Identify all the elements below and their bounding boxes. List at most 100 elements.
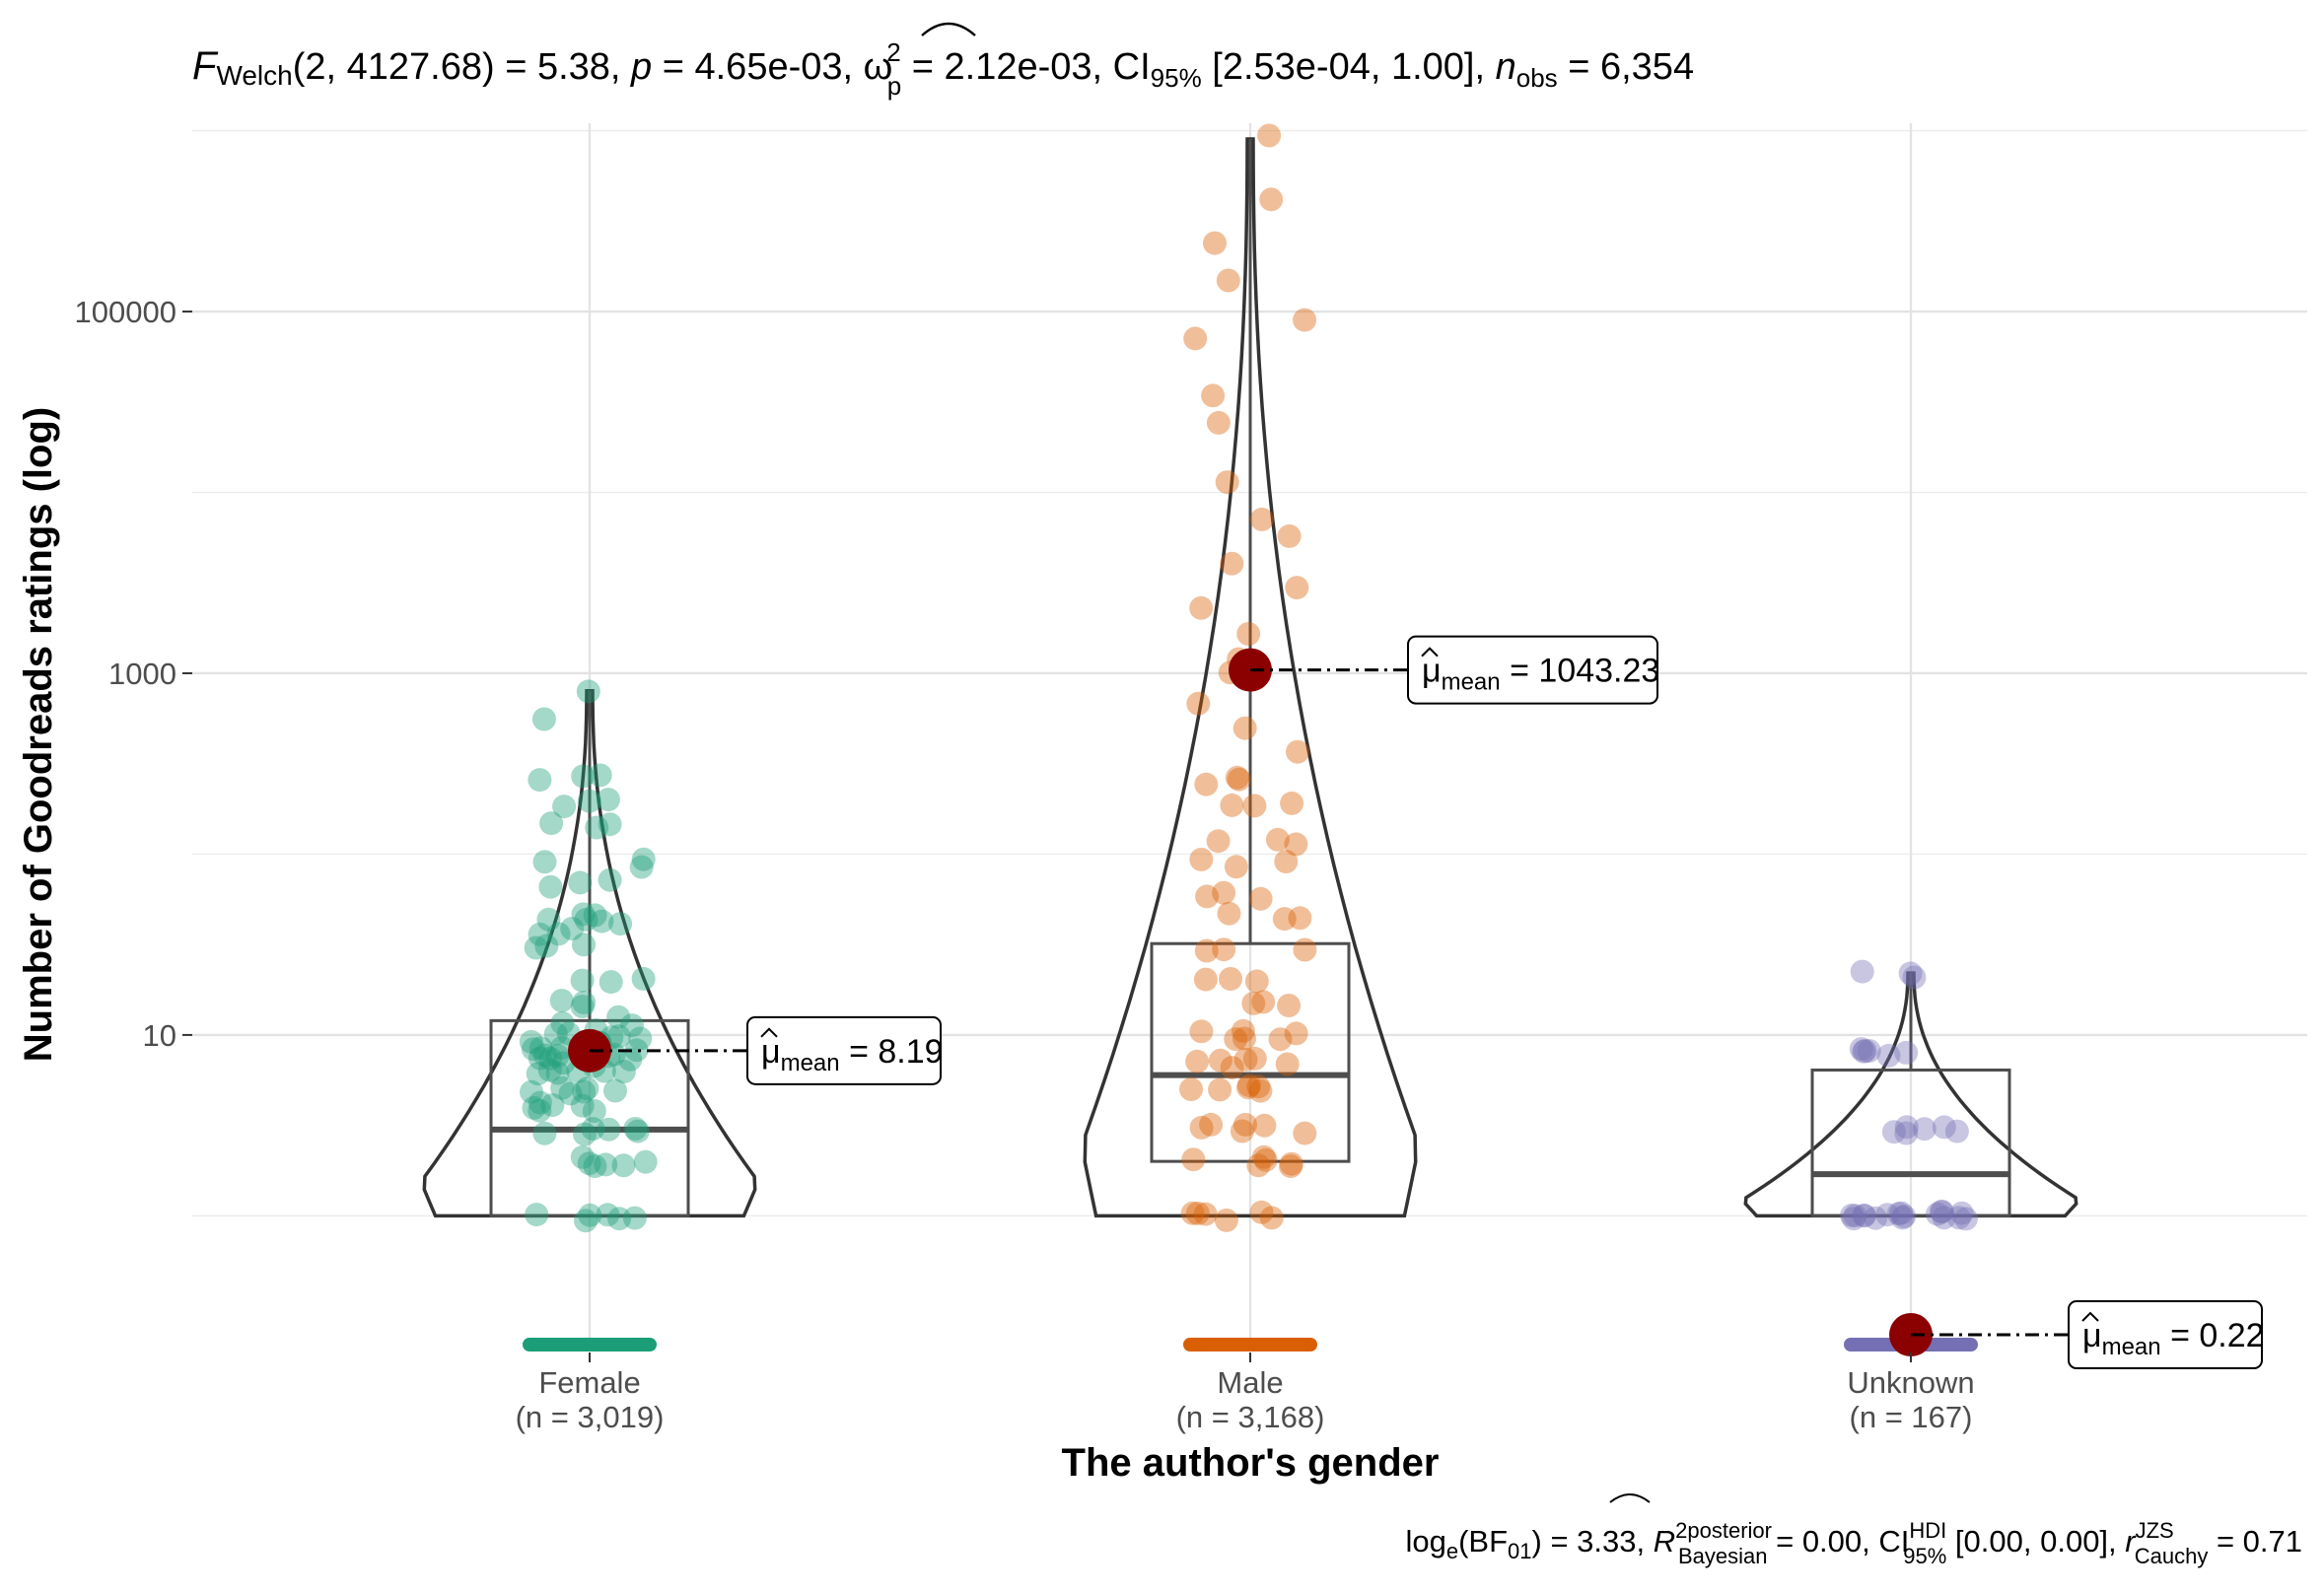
data-point xyxy=(1183,326,1208,351)
data-point xyxy=(1293,1121,1317,1145)
data-point xyxy=(528,1090,552,1115)
data-point xyxy=(539,811,564,836)
subtitle-n-val: = 6,354 xyxy=(1558,46,1694,88)
data-point xyxy=(533,1043,557,1068)
mean-label: μmean = 8.19 xyxy=(761,1033,944,1076)
data-point xyxy=(532,850,557,874)
data-point xyxy=(583,1154,607,1178)
data-point xyxy=(520,1079,543,1104)
data-point xyxy=(574,907,599,932)
subtitle-p-val: = 4.65e-03, xyxy=(652,46,863,88)
data-point xyxy=(1206,829,1231,854)
data-point xyxy=(1840,1203,1864,1227)
r-squared-hat xyxy=(1609,1493,1651,1503)
data-point xyxy=(1288,906,1312,931)
data-point xyxy=(1232,1026,1256,1051)
data-point xyxy=(611,1153,636,1178)
data-point xyxy=(1185,1201,1210,1225)
data-point xyxy=(1293,937,1317,962)
data-point xyxy=(575,1076,599,1101)
y-tick-label: 100000 xyxy=(75,295,176,329)
data-point xyxy=(578,1203,602,1227)
data-point xyxy=(1230,1119,1254,1144)
data-point xyxy=(1194,772,1219,797)
mean-subscript: mean xyxy=(781,1050,840,1076)
data-point xyxy=(624,1038,649,1063)
data-point xyxy=(1206,410,1231,435)
subtitle-omega-sub: p xyxy=(887,71,901,101)
mean-label: μmean = 1043.23 xyxy=(1422,653,1659,696)
data-point xyxy=(1179,1077,1203,1101)
data-point xyxy=(1233,1112,1257,1137)
mu-hat xyxy=(760,1027,778,1038)
data-point xyxy=(1902,965,1927,990)
x-tick-n-label: (n = 167) xyxy=(1850,1400,1973,1434)
data-point xyxy=(550,1035,574,1060)
data-point xyxy=(1194,938,1219,963)
caption-r-val: = 0.71 xyxy=(2208,1524,2302,1559)
data-point xyxy=(622,1206,647,1230)
violin-unknown xyxy=(1743,971,2078,1218)
data-point xyxy=(598,812,622,837)
data-point xyxy=(590,909,614,934)
caption-bf-sub: 01 xyxy=(1508,1539,1531,1563)
box-layer xyxy=(489,138,2011,1217)
data-point xyxy=(582,1099,606,1123)
mu-symbol: μ xyxy=(2082,1317,2102,1354)
data-point xyxy=(1946,1206,1971,1230)
caption-R: R xyxy=(1654,1524,1675,1559)
data-point xyxy=(611,1060,636,1083)
data-point xyxy=(1232,716,1257,740)
x-tick-label: Unknown xyxy=(1847,1365,1974,1400)
data-point xyxy=(1216,268,1240,293)
subtitle-n-sub: obs xyxy=(1516,63,1558,93)
data-point xyxy=(1930,1200,1954,1224)
data-point xyxy=(1214,1208,1238,1232)
data-point xyxy=(588,763,612,788)
data-point xyxy=(1912,1117,1937,1142)
data-point xyxy=(1285,576,1309,600)
data-point xyxy=(594,1152,618,1177)
data-point xyxy=(1257,123,1282,148)
chart-subtitle: FWelch(2, 4127.68) = 5.38, p = 4.65e-03,… xyxy=(192,37,1694,101)
data-point xyxy=(1894,1121,1919,1145)
y-axis-title: Number of Goodreads ratings (log) xyxy=(17,407,60,1062)
data-point xyxy=(583,903,607,928)
data-point xyxy=(1227,767,1251,792)
data-point xyxy=(522,1095,546,1120)
subtitle-omega-sup: 2 xyxy=(886,37,900,67)
data-point xyxy=(631,966,656,991)
y-axis: 10 1000 100000 xyxy=(75,295,192,1053)
subtitle-p: p xyxy=(630,46,652,88)
data-point xyxy=(1268,1027,1293,1052)
rug-layer xyxy=(523,1338,1978,1351)
data-point xyxy=(628,1026,653,1051)
data-point xyxy=(552,795,577,819)
data-point xyxy=(1275,1052,1300,1076)
data-point xyxy=(1277,523,1302,548)
data-point xyxy=(1180,1201,1205,1225)
data-point xyxy=(608,912,633,936)
caption-bf-open: (BF xyxy=(1458,1524,1508,1559)
data-point xyxy=(1890,1206,1915,1230)
data-point xyxy=(1242,794,1267,818)
data-point xyxy=(1932,1206,1956,1230)
data-point xyxy=(1248,886,1273,911)
mean-value: = 8.19 xyxy=(840,1033,944,1071)
data-point xyxy=(1274,850,1299,873)
data-point xyxy=(1894,1115,1919,1140)
data-point xyxy=(1894,1040,1919,1065)
data-point xyxy=(1279,1151,1303,1176)
data-point xyxy=(1926,1202,1949,1226)
data-point xyxy=(596,788,620,812)
data-point xyxy=(572,933,596,957)
data-point xyxy=(1842,1207,1866,1231)
data-point xyxy=(1277,994,1302,1017)
data-point xyxy=(568,870,593,895)
data-point xyxy=(577,1151,601,1176)
y-tick-label: 1000 xyxy=(108,657,176,691)
data-point xyxy=(570,995,595,1018)
x-tick-n-label: (n = 3,019) xyxy=(516,1400,665,1434)
caption-bf-val: ) = 3.33, xyxy=(1532,1524,1654,1559)
mean-subscript: mean xyxy=(1442,669,1501,696)
